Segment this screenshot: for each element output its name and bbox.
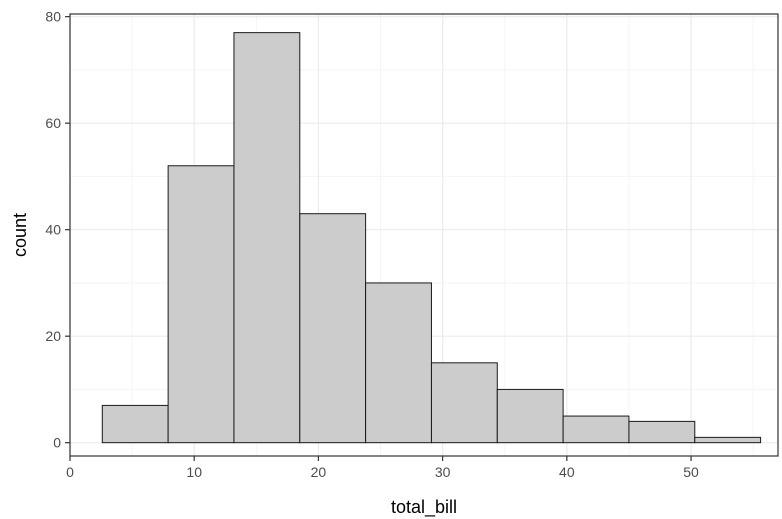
- y-axis-title: count: [10, 213, 30, 257]
- histogram-bar: [562, 415, 630, 444]
- histogram-bar: [496, 388, 564, 444]
- y-tick-label: 40: [45, 222, 61, 238]
- histogram-bar: [694, 436, 762, 444]
- histogram-bar: [101, 404, 169, 444]
- histogram-bar: [365, 282, 432, 444]
- y-axis: 0 20 40 60 80: [45, 9, 70, 451]
- y-tick-label: 20: [45, 328, 61, 344]
- y-tick-label: 0: [53, 435, 61, 451]
- histogram-bar: [233, 32, 301, 444]
- histogram-bar: [299, 213, 367, 444]
- x-tick-label: 40: [559, 464, 575, 480]
- x-tick-label: 30: [435, 464, 451, 480]
- x-axis: 0 10 20 30 40 50: [66, 456, 699, 480]
- x-tick-label: 10: [186, 464, 202, 480]
- x-tick-label: 0: [66, 464, 74, 480]
- y-tick-label: 60: [45, 115, 61, 131]
- histogram-bar: [167, 165, 235, 444]
- y-tick-label: 80: [45, 9, 61, 25]
- x-tick-label: 20: [311, 464, 327, 480]
- x-tick-label: 50: [683, 464, 699, 480]
- histogram-bar: [628, 420, 696, 444]
- histogram-bars: [101, 32, 762, 444]
- panel-border: [69, 13, 779, 457]
- x-axis-title: total_bill: [391, 497, 457, 518]
- histogram-bar: [430, 362, 498, 444]
